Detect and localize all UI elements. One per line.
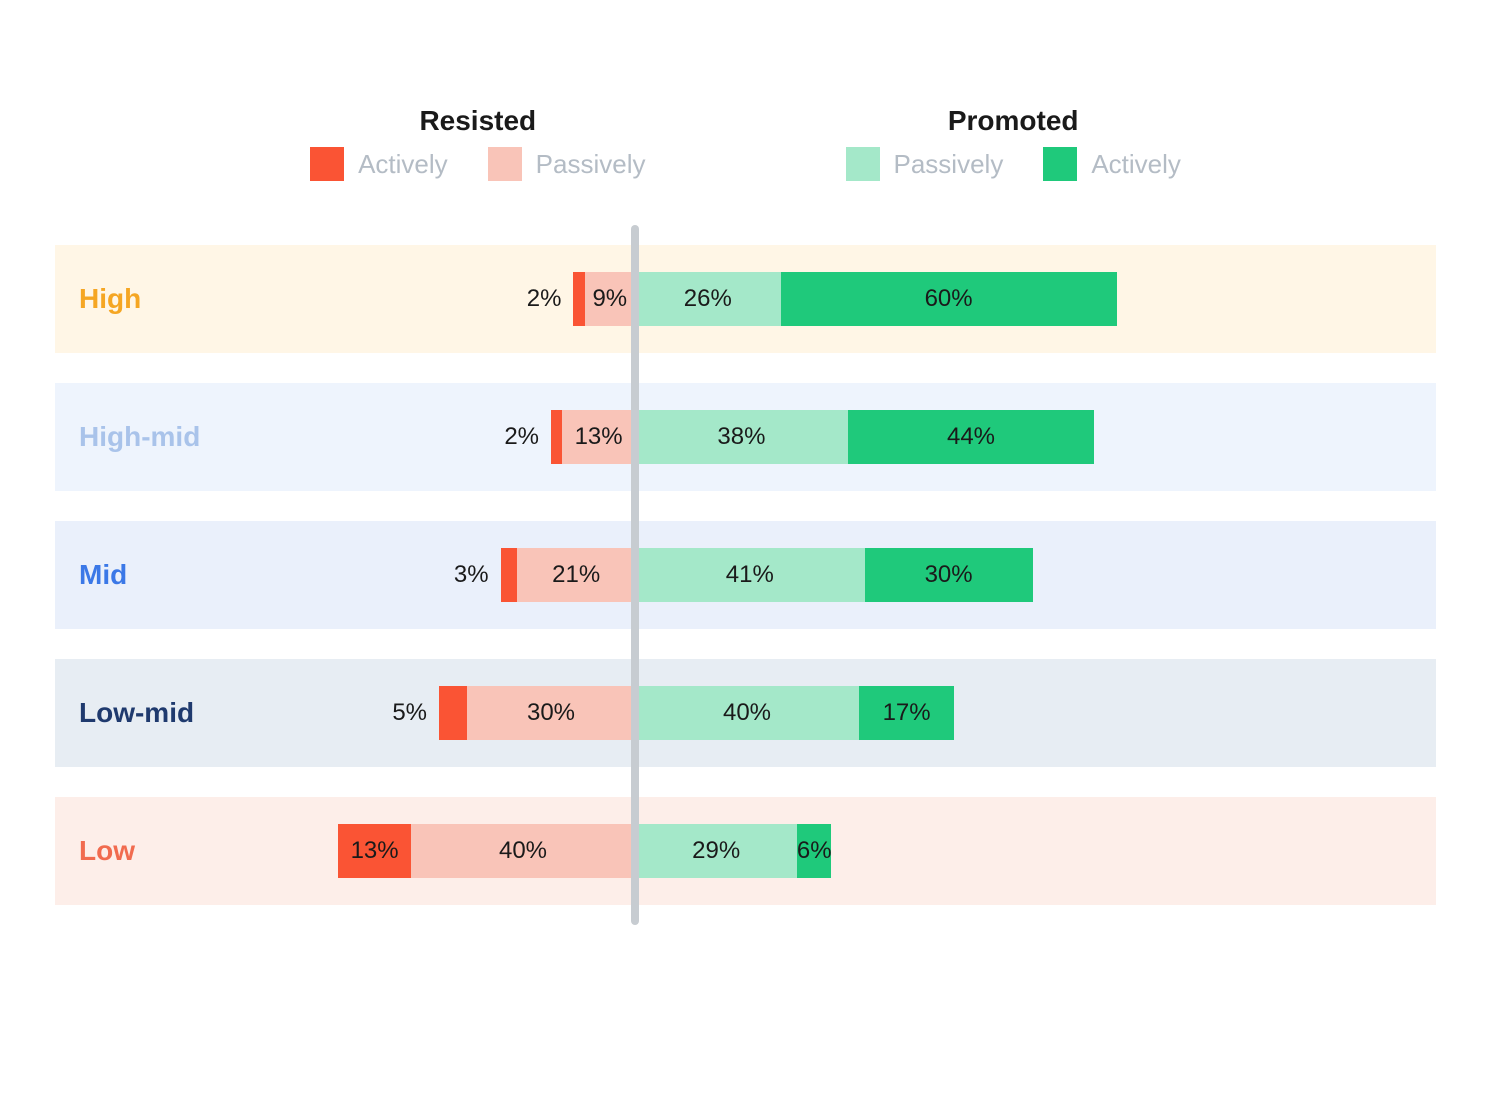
legend-heading-promoted: Promoted xyxy=(948,105,1079,137)
row-bar: 3% 21%41%30% xyxy=(55,548,1436,602)
center-axis xyxy=(631,225,639,925)
segment-label-outside: 5% xyxy=(392,699,427,727)
legend-swatch xyxy=(310,147,344,181)
legend-swatch xyxy=(488,147,522,181)
segment-label-outside: 3% xyxy=(454,561,489,589)
row-bar: 5% 30%40%17% xyxy=(55,686,1436,740)
diverging-bar-chart: Resisted Actively Passively Promoted Pas… xyxy=(0,0,1491,1118)
legend-swatch xyxy=(846,147,880,181)
segment-promoted-actively: 17% xyxy=(859,686,954,740)
legend-right-items: Passively Actively xyxy=(846,147,1181,181)
segment-resisted-actively xyxy=(501,548,518,602)
legend-item-promoted-actively: Actively xyxy=(1043,147,1181,181)
segment-promoted-passively: 41% xyxy=(635,548,865,602)
legend-label: Passively xyxy=(536,149,646,180)
legend-item-resisted-actively: Actively xyxy=(310,147,448,181)
segment-label-outside: 2% xyxy=(527,285,562,313)
row-bar: 2% 13%38%44% xyxy=(55,410,1436,464)
chart-row: High2%9%26%60% xyxy=(55,245,1436,353)
segment-promoted-actively: 6% xyxy=(797,824,831,878)
chart-rows: High2%9%26%60%High-mid2%13%38%44%Mid3%21… xyxy=(55,245,1436,935)
segment-promoted-actively: 44% xyxy=(848,410,1094,464)
legend-right: Promoted Passively Actively xyxy=(846,105,1181,181)
legend-swatch xyxy=(1043,147,1077,181)
row-bar: 2% 9%26%60% xyxy=(55,272,1436,326)
legend-heading-resisted: Resisted xyxy=(419,105,536,137)
chart-row: High-mid2%13%38%44% xyxy=(55,383,1436,491)
legend-item-resisted-passively: Passively xyxy=(488,147,646,181)
segment-promoted-passively: 29% xyxy=(635,824,797,878)
segment-resisted-actively: 13% xyxy=(338,824,411,878)
legend-label: Actively xyxy=(1091,149,1181,180)
segment-resisted-actively xyxy=(573,272,584,326)
legend: Resisted Actively Passively Promoted Pas… xyxy=(0,105,1491,181)
segment-promoted-actively: 30% xyxy=(865,548,1033,602)
chart-row: Low-mid5%30%40%17% xyxy=(55,659,1436,767)
segment-resisted-passively: 9% xyxy=(585,272,635,326)
segment-resisted-actively xyxy=(439,686,467,740)
chart-row: Low13%40%29%6% xyxy=(55,797,1436,905)
segment-promoted-passively: 40% xyxy=(635,686,859,740)
legend-item-promoted-passively: Passively xyxy=(846,147,1004,181)
legend-left: Resisted Actively Passively xyxy=(310,105,645,181)
segment-promoted-passively: 38% xyxy=(635,410,848,464)
segment-resisted-passively: 13% xyxy=(562,410,635,464)
segment-resisted-passively: 40% xyxy=(411,824,635,878)
segment-resisted-passively: 30% xyxy=(467,686,635,740)
chart-row: Mid3%21%41%30% xyxy=(55,521,1436,629)
segment-resisted-passively: 21% xyxy=(517,548,635,602)
row-bar: 13%40%29%6% xyxy=(55,824,1436,878)
legend-label: Actively xyxy=(358,149,448,180)
legend-left-items: Actively Passively xyxy=(310,147,645,181)
segment-label-outside: 2% xyxy=(504,423,539,451)
segment-promoted-actively: 60% xyxy=(781,272,1117,326)
segment-resisted-actively xyxy=(551,410,562,464)
segment-promoted-passively: 26% xyxy=(635,272,781,326)
legend-label: Passively xyxy=(894,149,1004,180)
